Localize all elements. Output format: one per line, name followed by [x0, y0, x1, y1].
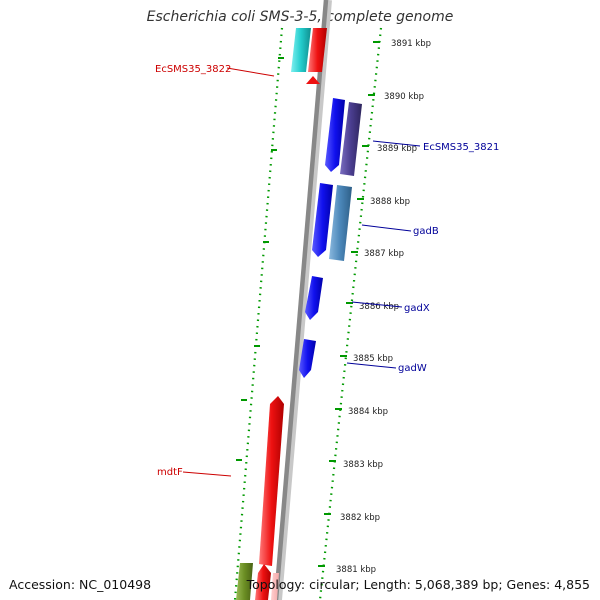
gene-gadW: [299, 339, 316, 378]
gene-label-ecsms35-3822: EcSMS35_3822: [155, 64, 231, 75]
genome-backbone: [273, 0, 329, 600]
map-title: Escherichia coli SMS-3-5, complete genom…: [146, 9, 454, 25]
kbp-tick-labels: 3891 kbp 3890 kbp 3889 kbp 3888 kbp 3887…: [336, 39, 431, 575]
gene-pink-bottom: [271, 573, 279, 600]
gene-label-gadB: gadB: [413, 226, 439, 237]
genome-summary-text: Topology: circular; Length: 5,068,389 bp…: [246, 577, 590, 592]
gene-blue-2: [312, 183, 333, 257]
tick-label: 3891 kbp: [391, 39, 431, 49]
gene-label-leaders: [182, 67, 421, 477]
gene-features: [236, 28, 362, 600]
tick-label: 3885 kbp: [353, 354, 393, 364]
kbp-tick-marks: [318, 41, 380, 567]
tick-label: 3882 kbp: [340, 513, 380, 523]
gene-small-red-arrow: [306, 76, 320, 84]
accession-text: Accession: NC_010498: [9, 577, 152, 592]
gene-blue-1: [325, 98, 345, 172]
gene-red-bottom: [255, 564, 271, 600]
tick-label: 3884 kbp: [348, 407, 388, 417]
gene-label-gadX: gadX: [404, 303, 430, 314]
tick-label: 3886 kbp: [359, 302, 399, 312]
gene-olive: [236, 563, 253, 600]
gene-gadX: [305, 276, 323, 320]
tick-label: 3890 kbp: [384, 92, 424, 102]
gene-ecsms35-3822: [308, 28, 327, 72]
inner-ring-marks: [236, 57, 284, 461]
tick-label: 3889 kbp: [377, 144, 417, 154]
ring-boundaries: [233, 27, 383, 600]
tick-label: 3883 kbp: [343, 460, 383, 470]
gene-ecsms35-3821: [340, 102, 362, 176]
tick-label: 3888 kbp: [370, 197, 410, 207]
gene-label-ecsms35-3821: EcSMS35_3821: [423, 142, 499, 153]
gene-labels: EcSMS35_3822 EcSMS35_3821 gadB gadX gadW…: [155, 64, 499, 478]
gene-label-mdtF: mdtF: [157, 467, 183, 478]
gene-label-gadW: gadW: [398, 363, 427, 374]
gene-gadB: [329, 185, 352, 261]
tick-label: 3881 kbp: [336, 565, 376, 575]
gene-mdtF: [259, 396, 284, 566]
gene-cyan: [291, 28, 311, 72]
inner-ring-boundary: [233, 27, 284, 600]
tick-label: 3887 kbp: [364, 249, 404, 259]
